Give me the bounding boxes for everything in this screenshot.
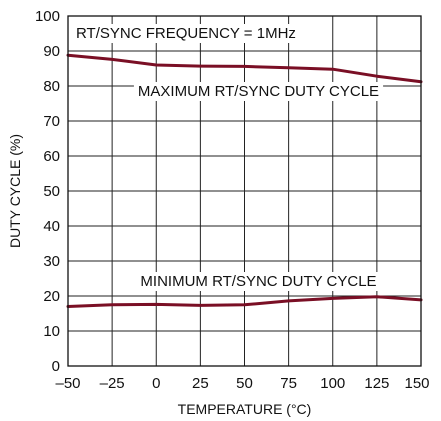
- x-tick-label: 100: [320, 375, 345, 392]
- annotation-background: [136, 272, 381, 291]
- y-tick-label: 30: [43, 253, 60, 270]
- y-tick-label: 50: [43, 183, 60, 200]
- y-tick-label: 40: [43, 218, 60, 235]
- y-tick-label: 100: [35, 8, 60, 25]
- annotation-background: [72, 24, 300, 43]
- x-tick-label: 50: [236, 375, 253, 392]
- y-tick-label: 70: [43, 113, 60, 130]
- x-tick-label: –50: [55, 375, 80, 392]
- minimum-duty-cycle-line: [66, 295, 423, 308]
- x-tick-label: 150: [404, 375, 429, 392]
- plot-frame: [67, 15, 422, 367]
- y-tick-label: 60: [43, 148, 60, 165]
- y-tick-label: 80: [43, 78, 60, 95]
- y-tick-labels: 0 10 20 30 40 50 60 70 80 90 100: [35, 8, 60, 375]
- max-label-text: MAXIMUM RT/SYNC DUTY CYCLE: [138, 83, 379, 100]
- x-tick-label: 75: [280, 375, 297, 392]
- x-axis-title: TEMPERATURE (°C): [178, 401, 312, 417]
- maximum-duty-cycle-line: [66, 53, 423, 84]
- grid: [68, 16, 421, 366]
- x-tick-labels: –50 –25 0 25 50 75 100 125 150: [55, 375, 429, 392]
- min-label-text: MINIMUM RT/SYNC DUTY CYCLE: [140, 273, 376, 290]
- x-tick-label: –25: [100, 375, 125, 392]
- y-tick-label: 10: [43, 323, 60, 340]
- y-axis-title: DUTY CYCLE (%): [7, 134, 23, 248]
- series-lines: [66, 53, 423, 308]
- condition-text: RT/SYNC FREQUENCY = 1MHz: [76, 25, 296, 42]
- y-tick-label: 20: [43, 288, 60, 305]
- x-tick-label: 0: [152, 375, 160, 392]
- x-tick-label: 25: [192, 375, 209, 392]
- max-label-annotation: MAXIMUM RT/SYNC DUTY CYCLE: [133, 82, 384, 101]
- x-tick-label: 125: [364, 375, 389, 392]
- min-label-annotation: MINIMUM RT/SYNC DUTY CYCLE: [136, 272, 381, 291]
- y-tick-label: 0: [52, 358, 60, 375]
- annotations: RT/SYNC FREQUENCY = 1MHz MAXIMUM RT/SYNC …: [72, 24, 384, 291]
- y-tick-label: 90: [43, 43, 60, 60]
- condition-annotation: RT/SYNC FREQUENCY = 1MHz: [72, 24, 300, 43]
- annotation-background: [133, 82, 384, 101]
